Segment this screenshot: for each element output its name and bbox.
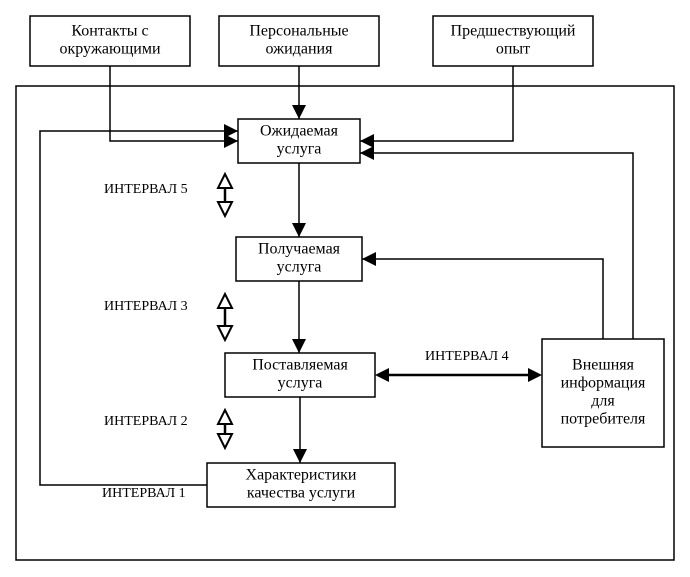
label-i2: ИНТЕРВАЛ 2 (104, 414, 188, 429)
node-quality-line0: Характеристики (246, 467, 357, 484)
node-expected: Ожидаемаяуслуга (238, 119, 360, 163)
node-prior-line1: опыт (496, 41, 530, 58)
edge-prior-expected (360, 66, 513, 141)
node-external-line2: для (591, 393, 615, 410)
node-contacts-line1: окружающими (59, 41, 160, 58)
label-i1: ИНТЕРВАЛ 1 (102, 486, 186, 501)
node-expected-line1: услуга (277, 141, 322, 158)
node-delivered: Поставляемаяуслуга (225, 353, 375, 397)
node-prior-line0: Предшествующий (451, 23, 576, 40)
node-quality-line1: качества услуги (247, 485, 356, 502)
node-personal: Персональныеожидания (219, 16, 379, 66)
node-received-line1: услуга (277, 259, 322, 276)
node-quality: Характеристикикачества услуги (207, 463, 395, 507)
node-contacts: Контакты сокружающими (30, 16, 190, 66)
edge-external-expected (360, 153, 633, 339)
label-i4: ИНТЕРВАЛ 4 (425, 349, 509, 364)
node-delivered-line0: Поставляемая (252, 357, 348, 374)
node-external-line0: Внешняя (572, 357, 635, 374)
label-i5: ИНТЕРВАЛ 5 (104, 182, 188, 197)
node-personal-line0: Персональные (249, 23, 348, 40)
node-received-line0: Получаемая (258, 241, 341, 258)
node-expected-line0: Ожидаемая (260, 123, 339, 140)
node-received: Получаемаяуслуга (236, 237, 362, 281)
node-prior: Предшествующийопыт (433, 16, 593, 66)
edge-external-received (362, 259, 603, 339)
edge-contacts-expected (110, 66, 238, 141)
node-external-line3: потребителя (561, 411, 646, 428)
node-contacts-line0: Контакты с (71, 23, 148, 40)
node-personal-line1: ожидания (266, 41, 334, 58)
node-external: Внешняяинформациядляпотребителя (542, 339, 664, 447)
node-delivered-line1: услуга (278, 375, 323, 392)
label-i3: ИНТЕРВАЛ 3 (104, 299, 188, 314)
node-external-line1: информация (561, 375, 646, 392)
